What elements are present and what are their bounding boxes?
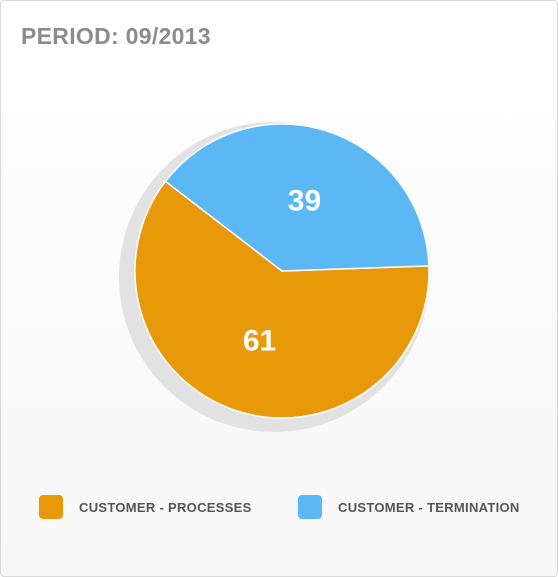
legend-label-processes: CUSTOMER - PROCESSES	[79, 499, 252, 515]
period-title: PERIOD: 09/2013	[21, 23, 211, 49]
data-label-termination: 39	[288, 185, 321, 218]
legend-swatch-termination	[298, 495, 322, 519]
pie-slice-processes[interactable]	[134, 180, 430, 419]
legend-item-termination[interactable]: CUSTOMER - TERMINATION	[298, 494, 520, 520]
data-label-processes: 61	[243, 324, 276, 357]
pie-slice-termination[interactable]	[164, 123, 430, 272]
legend-item-processes[interactable]: CUSTOMER - PROCESSES	[39, 494, 252, 520]
legend-label-termination: CUSTOMER - TERMINATION	[338, 499, 520, 515]
legend-swatch-processes	[39, 495, 63, 519]
